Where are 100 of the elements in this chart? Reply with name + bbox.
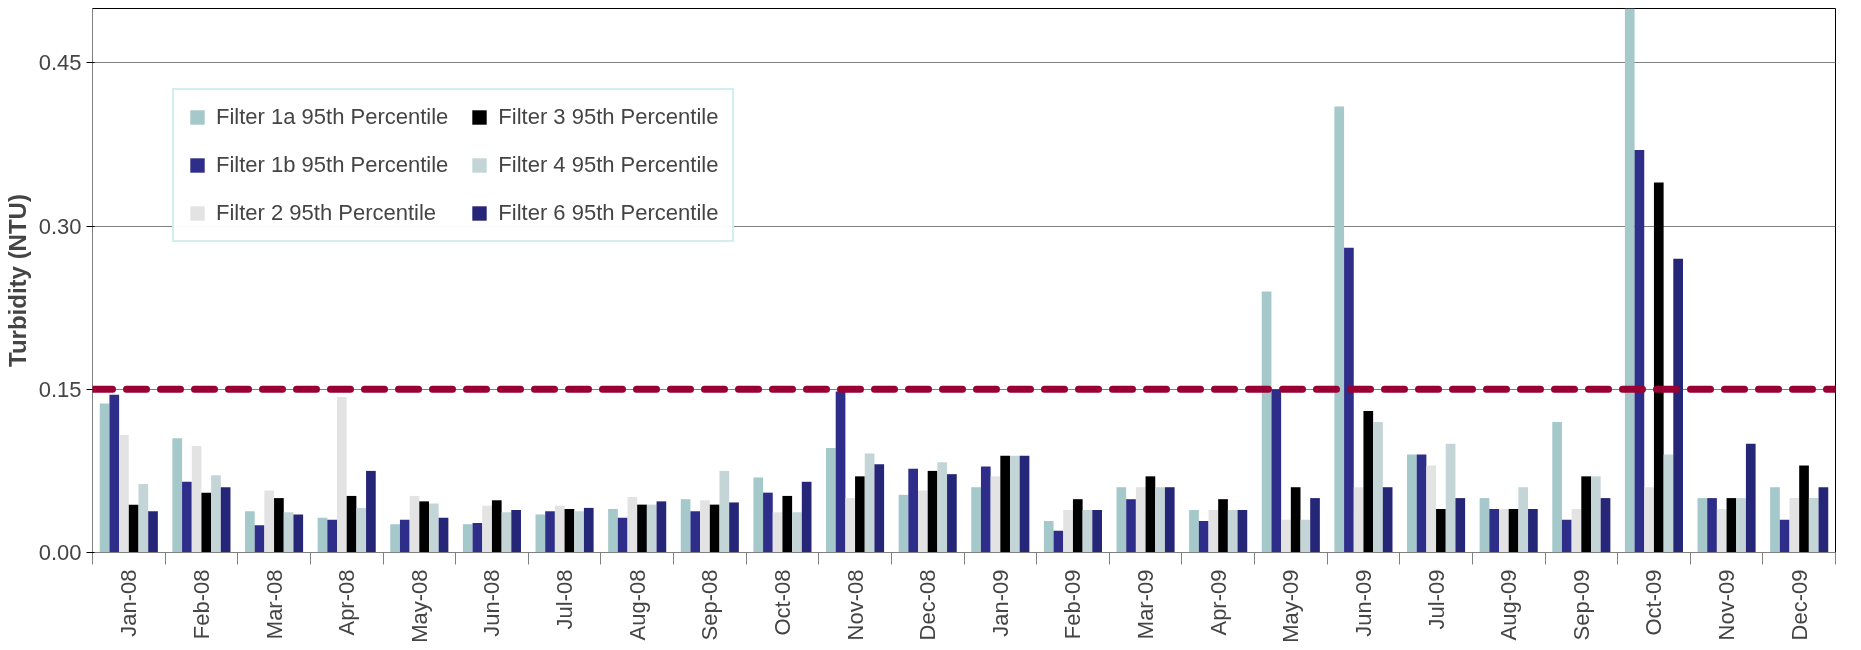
bar <box>864 453 875 553</box>
bar <box>1745 443 1756 553</box>
bar <box>128 504 139 553</box>
bar <box>627 497 638 553</box>
bar <box>366 470 376 553</box>
bar <box>337 396 347 553</box>
legend-label: Filter 6 95th Percentile <box>498 200 719 226</box>
bar <box>1789 498 1800 553</box>
bar <box>729 502 739 553</box>
bar <box>1697 498 1708 553</box>
bar <box>1499 508 1509 553</box>
bar <box>1353 487 1364 553</box>
bar <box>1290 487 1301 553</box>
bar <box>1019 455 1030 553</box>
bar <box>1445 443 1456 553</box>
x-tick-label: Apr-09 <box>1205 569 1231 636</box>
x-tick-label: Dec-08 <box>915 569 941 641</box>
bar <box>1063 510 1073 553</box>
bar <box>429 503 439 553</box>
bar <box>1072 499 1083 553</box>
bar <box>172 438 183 553</box>
bar <box>753 477 764 553</box>
bar <box>874 464 885 553</box>
bar <box>254 525 265 553</box>
bar <box>1198 520 1209 553</box>
bar <box>535 514 546 553</box>
bar <box>574 511 584 553</box>
y-axis-title: Turbidity (NTU) <box>3 194 31 367</box>
legend-label: Filter 4 95th Percentile <box>498 152 719 178</box>
bar <box>1591 476 1601 553</box>
x-tick-label: Sep-09 <box>1568 569 1594 641</box>
bar <box>690 511 701 553</box>
x-tick-label: May-08 <box>406 569 432 643</box>
bar <box>1344 247 1354 553</box>
bar <box>211 475 221 553</box>
legend-label: Filter 2 95th Percentile <box>216 200 437 226</box>
bar <box>482 505 492 553</box>
bar <box>1043 520 1054 553</box>
bar <box>680 499 691 553</box>
bar <box>792 512 802 553</box>
bar <box>1518 487 1529 553</box>
y-tick-label: 0.30 <box>38 213 82 239</box>
bar <box>937 462 948 553</box>
bar <box>1407 454 1417 553</box>
bar <box>554 505 565 553</box>
bar <box>1716 508 1727 553</box>
bar <box>491 500 502 553</box>
bar <box>1455 498 1466 553</box>
bar <box>1218 499 1228 553</box>
bar <box>1528 508 1538 553</box>
bar <box>835 391 846 553</box>
bar <box>583 507 594 553</box>
bar <box>220 487 231 553</box>
y-tick-label: 0.45 <box>38 50 82 76</box>
bar <box>390 524 400 553</box>
bar <box>245 511 255 553</box>
bar <box>1426 465 1437 553</box>
bar <box>501 512 512 553</box>
bar <box>1736 498 1746 553</box>
bar <box>399 519 410 553</box>
bar <box>971 487 981 553</box>
bar <box>1145 476 1156 553</box>
bar <box>99 403 110 553</box>
bar <box>1261 291 1272 553</box>
bar <box>138 483 149 553</box>
bar <box>1373 421 1383 553</box>
bar <box>1281 519 1291 553</box>
bar <box>646 504 657 553</box>
bar <box>1363 411 1374 553</box>
bar <box>1726 498 1737 553</box>
bar <box>419 501 429 553</box>
bar <box>908 468 918 553</box>
bar <box>845 498 856 553</box>
legend-label: Filter 3 95th Percentile <box>498 104 719 130</box>
bar <box>1135 487 1146 553</box>
bar <box>274 498 284 553</box>
bar <box>898 494 909 553</box>
bar <box>293 514 304 553</box>
x-tick-label: Nov-08 <box>842 569 868 641</box>
bar <box>511 510 521 553</box>
bar <box>109 394 120 553</box>
bar <box>1416 454 1427 553</box>
x-tick-label: Jan-08 <box>116 569 142 637</box>
bar <box>182 481 192 553</box>
bar <box>1624 8 1635 553</box>
bar <box>409 495 420 553</box>
bar <box>772 512 783 553</box>
x-tick-label: Jul-09 <box>1423 569 1449 630</box>
bar <box>346 495 357 553</box>
bar <box>545 511 555 553</box>
bar <box>1552 421 1562 553</box>
x-tick-label: Aug-09 <box>1496 569 1522 641</box>
bar <box>1479 498 1490 553</box>
bar <box>980 466 991 553</box>
x-tick-label: May-09 <box>1278 569 1304 643</box>
bar <box>1634 149 1645 553</box>
x-tick-label: Feb-08 <box>188 569 214 640</box>
bar <box>990 476 1001 553</box>
bar <box>1770 487 1780 553</box>
bar <box>264 490 275 553</box>
